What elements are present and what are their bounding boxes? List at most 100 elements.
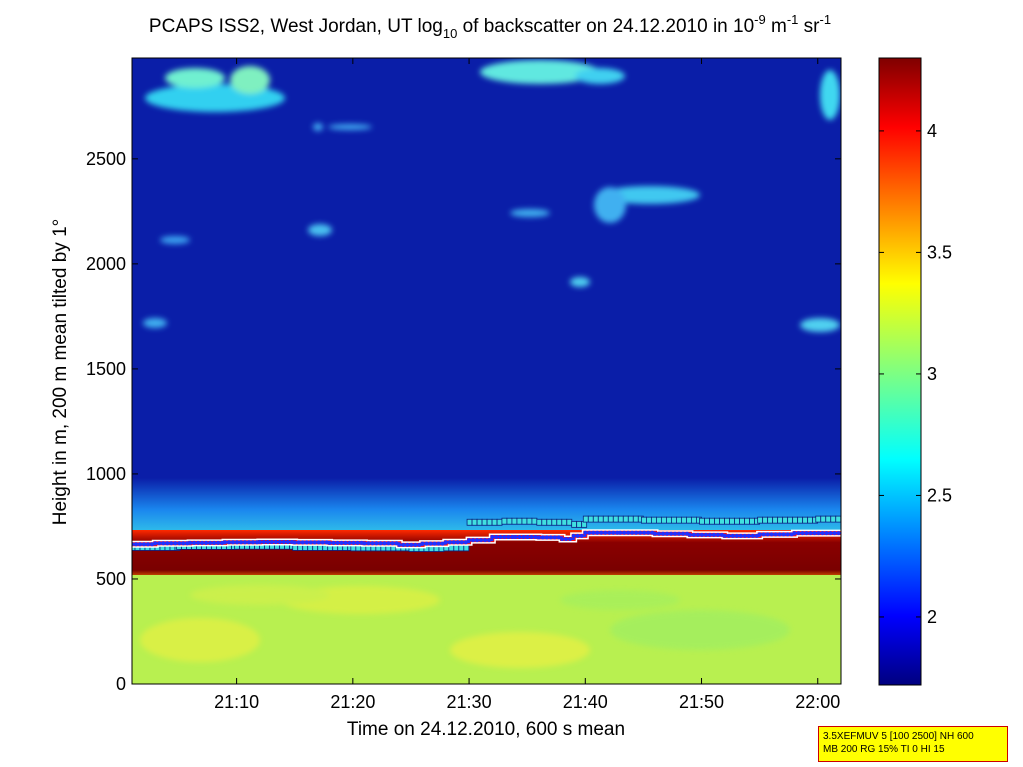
series-2-marker: [641, 516, 647, 524]
series-1-point: [777, 532, 782, 537]
series-1-point: [351, 540, 356, 545]
series-1-point: [494, 534, 499, 539]
series-2-marker: [622, 515, 629, 523]
series-1-point: [230, 540, 235, 545]
series-2-marker: [541, 518, 548, 526]
series-1-point: [642, 530, 647, 535]
series-1-point: [471, 538, 476, 543]
y-tick-label: 0: [116, 674, 126, 694]
series-1-point: [615, 530, 620, 535]
series-1-point: [746, 533, 751, 538]
series-2-marker: [486, 518, 493, 526]
series-2-marker: [825, 515, 832, 523]
colorbar-tick-label: 3.5: [927, 242, 952, 262]
series-1-point: [424, 541, 429, 546]
series-1-point: [327, 540, 332, 545]
series-1-point: [564, 537, 569, 542]
series-1-point: [769, 532, 774, 537]
series-2-marker: [807, 516, 814, 524]
series-1-point: [216, 540, 221, 545]
series-1-point: [250, 540, 255, 545]
series-2-marker: [531, 517, 538, 525]
series-2-marker: [835, 515, 841, 523]
series-1-point: [661, 531, 666, 536]
series-2-marker: [681, 516, 687, 524]
series-1-point: [540, 535, 545, 540]
series-1-point: [428, 541, 433, 546]
series-2-marker: [511, 517, 518, 525]
series-1-point: [657, 531, 662, 536]
series-1-point: [677, 531, 682, 536]
series-1-point: [773, 532, 778, 537]
series-2-marker: [597, 515, 604, 523]
series-1-point: [595, 530, 600, 535]
series-1-point: [366, 541, 371, 546]
series-1-point: [611, 530, 616, 535]
series-1-point: [750, 533, 755, 538]
series-1-point: [638, 530, 643, 535]
series-2-marker: [571, 520, 578, 528]
series-2-marker: [526, 517, 533, 525]
series-1-point: [165, 541, 170, 546]
y-axis-label: Height in m, 200 m mean tilted by 1°: [50, 219, 71, 525]
series-1-point: [722, 533, 727, 538]
series-1-point: [742, 533, 747, 538]
series-2-marker: [481, 518, 488, 526]
series-1-point: [405, 542, 410, 547]
series-2-marker: [744, 517, 750, 525]
series-1-point: [560, 537, 565, 542]
series-1-point: [142, 542, 146, 547]
series-1-point: [525, 534, 530, 539]
series-1-point: [824, 531, 829, 536]
series-1-point: [222, 540, 227, 545]
series-1-point: [781, 532, 786, 537]
series-1-point: [226, 540, 231, 545]
y-tick-label: 2000: [86, 254, 126, 274]
y-axis: 0 500 1000 1500 2000 2500: [86, 149, 841, 694]
series-1-point: [447, 540, 452, 545]
series-1-point: [312, 540, 317, 545]
series-1-point: [622, 530, 627, 535]
series-1-point: [804, 531, 809, 536]
series-1-point: [556, 535, 561, 540]
series-1-point: [157, 541, 162, 546]
layer-clear-sky: [132, 58, 841, 478]
x-tick-label: 22:00: [795, 692, 840, 712]
series-1-point: [181, 541, 186, 546]
series-1-point: [544, 535, 549, 540]
series-1-point: [192, 540, 197, 545]
series-2-marker: [830, 515, 837, 523]
series-2-marker: [592, 515, 599, 523]
series-1-point: [188, 540, 193, 545]
series-1-point: [204, 540, 209, 545]
series-2-marker: [646, 516, 652, 524]
series-1-point: [730, 533, 735, 538]
series-1-point: [386, 541, 391, 546]
series-1-point: [261, 539, 266, 544]
series-1-point: [591, 530, 596, 535]
series-1-point: [630, 530, 635, 535]
series-1-point: [626, 530, 631, 535]
series-1-point: [417, 542, 422, 547]
series-1-point: [308, 540, 313, 545]
series-1-point: [173, 541, 178, 546]
series-1-point: [440, 541, 445, 546]
series-1-point: [238, 540, 243, 545]
series-1-point: [413, 542, 418, 547]
series-1-point: [665, 531, 670, 536]
series-1-point: [607, 530, 612, 535]
series-2-marker: [724, 517, 730, 525]
series-1-point: [483, 538, 488, 543]
series-1-point: [812, 531, 817, 536]
series-1-point: [587, 530, 592, 535]
series-1-point: [451, 540, 456, 545]
series-1-point: [281, 539, 286, 544]
series-1-point: [212, 540, 217, 545]
colorbar-tick-label: 3: [927, 364, 937, 384]
series-2-marker: [671, 516, 677, 524]
series-1-point: [506, 534, 511, 539]
series-1-point: [382, 541, 387, 546]
x-axis: 21:10 21:20 21:30 21:40 21:50 22:00: [214, 58, 840, 712]
series-1-point: [599, 530, 604, 535]
series-2-marker: [709, 517, 715, 525]
